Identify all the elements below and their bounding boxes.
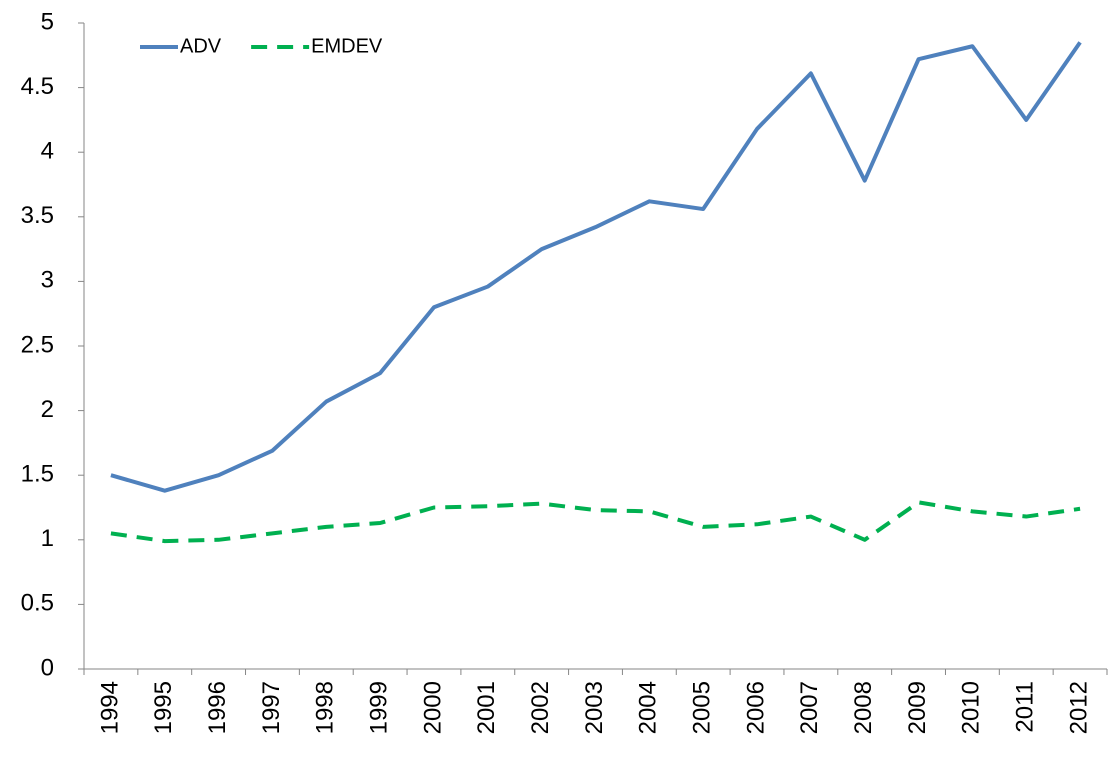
y-tick-label: 4.5 bbox=[21, 73, 54, 100]
x-tick-label: 2004 bbox=[635, 681, 662, 734]
legend-label: ADV bbox=[180, 35, 222, 57]
x-tick-label: 2005 bbox=[689, 681, 716, 734]
x-tick-label: 2012 bbox=[1065, 681, 1092, 734]
x-tick-label: 2000 bbox=[419, 681, 446, 734]
y-tick-label: 3.5 bbox=[21, 202, 54, 229]
y-tick-label: 1 bbox=[41, 525, 54, 552]
x-tick-label: 1994 bbox=[96, 681, 123, 734]
x-tick-label: 1995 bbox=[150, 681, 177, 734]
x-tick-label: 2003 bbox=[581, 681, 608, 734]
series-line bbox=[110, 500, 1081, 544]
y-tick-label: 3 bbox=[41, 267, 54, 294]
x-tick-label: 1996 bbox=[204, 681, 231, 734]
y-tick-label: 2 bbox=[41, 396, 54, 423]
y-tick-label: 4 bbox=[41, 138, 54, 165]
x-tick-label: 2007 bbox=[796, 681, 823, 734]
x-tick-label: 1997 bbox=[258, 681, 285, 734]
x-tick-label: 1998 bbox=[312, 681, 339, 734]
x-tick-label: 2006 bbox=[742, 681, 769, 734]
x-tick-label: 2002 bbox=[527, 681, 554, 734]
x-tick-label: 2010 bbox=[958, 681, 985, 734]
x-tick-label: 2009 bbox=[904, 681, 931, 734]
y-tick-label: 5 bbox=[41, 8, 54, 35]
series-line bbox=[110, 41, 1082, 493]
x-tick-label: 1999 bbox=[365, 681, 392, 734]
y-tick-label: 0 bbox=[41, 654, 54, 681]
y-tick-label: 0.5 bbox=[21, 590, 54, 617]
legend-label: EMDEV bbox=[311, 35, 383, 57]
y-tick-label: 2.5 bbox=[21, 331, 54, 358]
x-tick-label: 2001 bbox=[473, 681, 500, 734]
y-tick-label: 1.5 bbox=[21, 461, 54, 488]
x-tick-label: 2008 bbox=[850, 681, 877, 734]
x-tick-label: 2011 bbox=[1012, 681, 1039, 733]
